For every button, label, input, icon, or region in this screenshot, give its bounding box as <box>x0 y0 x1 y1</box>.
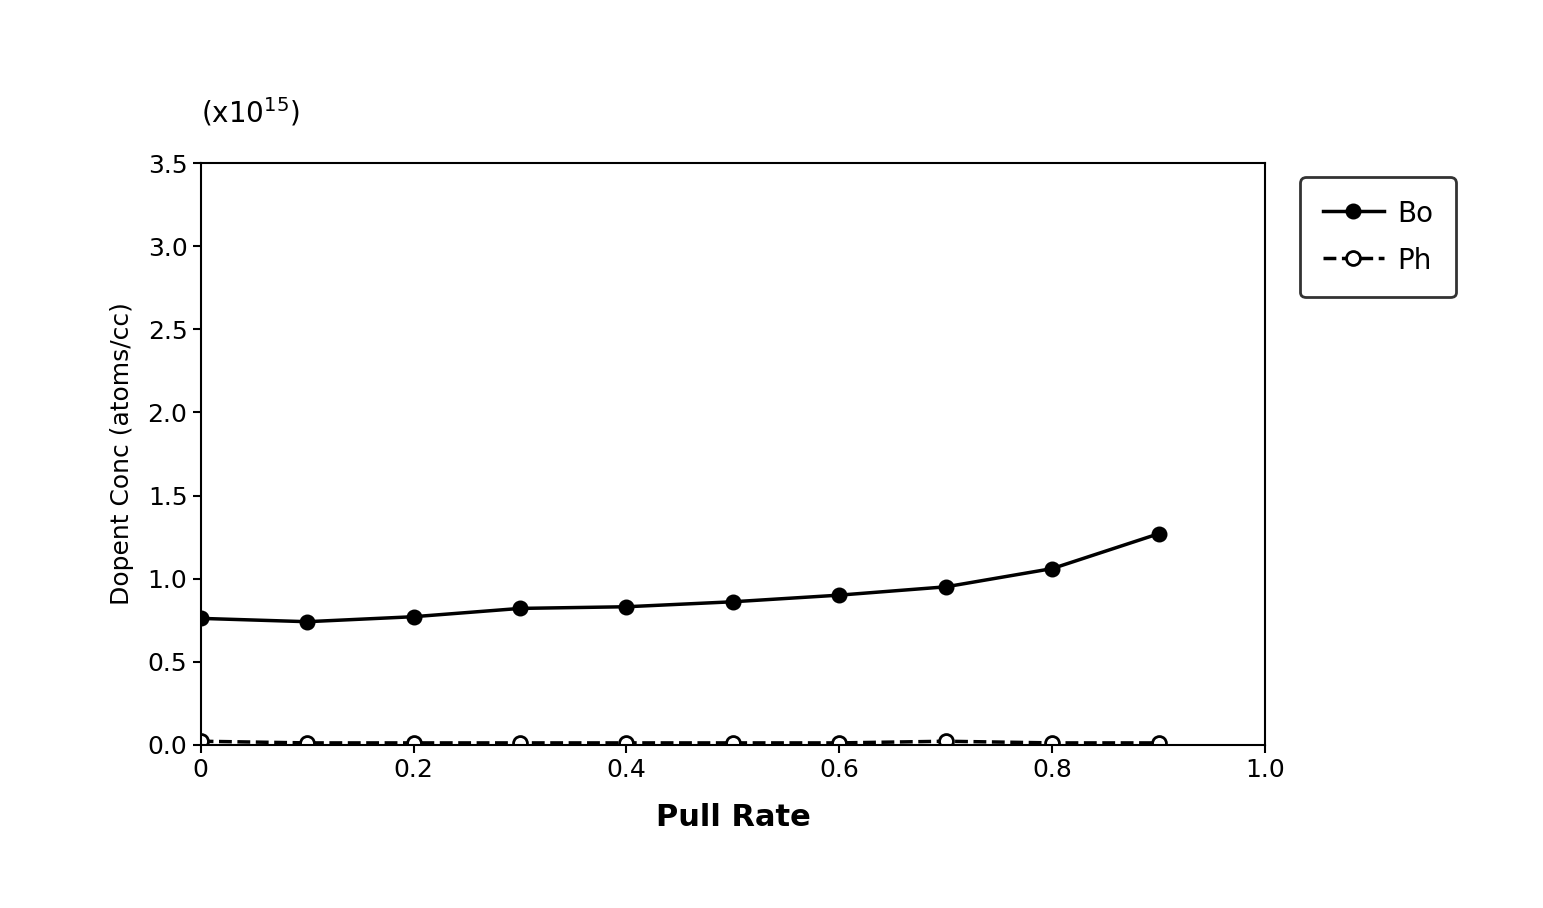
Bo <box>724 597 742 607</box>
Ph <box>937 735 955 746</box>
Bo <box>404 611 423 622</box>
Ph <box>1150 737 1168 748</box>
Legend: Bo, Ph: Bo, Ph <box>1301 177 1457 297</box>
Y-axis label: Dopent Conc (atoms/cc): Dopent Conc (atoms/cc) <box>110 302 134 606</box>
Ph <box>298 737 316 748</box>
Line: Bo: Bo <box>193 527 1167 628</box>
Bo <box>511 603 529 614</box>
Ph <box>191 735 210 746</box>
Ph <box>404 737 423 748</box>
Ph <box>1043 737 1062 748</box>
Ph <box>617 737 636 748</box>
Bo <box>937 581 955 592</box>
X-axis label: Pull Rate: Pull Rate <box>656 803 810 832</box>
Ph <box>511 737 529 748</box>
Ph <box>724 737 742 748</box>
Bo <box>1043 563 1062 574</box>
Line: Ph: Ph <box>193 735 1167 750</box>
Bo <box>298 617 316 627</box>
Ph <box>830 737 849 748</box>
Text: (x10$^{15}$): (x10$^{15}$) <box>201 95 299 129</box>
Bo <box>617 601 636 612</box>
Bo <box>1150 528 1168 539</box>
Bo <box>191 613 210 624</box>
Bo <box>830 589 849 600</box>
